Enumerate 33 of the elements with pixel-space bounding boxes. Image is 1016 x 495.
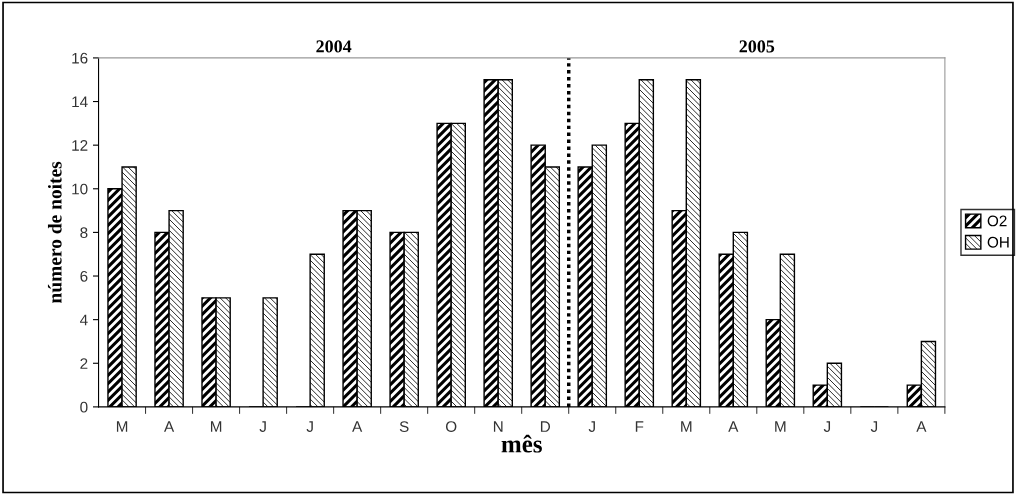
y-tick-label: 0 bbox=[80, 401, 88, 413]
x-tick-label: O bbox=[445, 421, 457, 432]
x-tick-label: J bbox=[588, 421, 595, 432]
x-tick-label: M bbox=[775, 421, 786, 432]
x-axis-title: mês bbox=[501, 434, 542, 453]
x-tick-label: M bbox=[681, 421, 692, 432]
x-tick-label: M bbox=[116, 421, 128, 432]
y-axis-title: número de noites bbox=[47, 161, 62, 303]
x-tick-label: J bbox=[259, 421, 266, 432]
legend-label: O2 bbox=[987, 215, 1007, 227]
y-tick-label: 8 bbox=[80, 227, 88, 239]
x-tick-label: A bbox=[352, 421, 363, 432]
x-tick-label: A bbox=[164, 421, 175, 432]
y-tick-label: 4 bbox=[79, 314, 88, 326]
x-tick-label: N bbox=[493, 421, 503, 432]
x-tick-label: S bbox=[399, 421, 409, 432]
x-tick-label: M bbox=[210, 421, 222, 432]
y-tick-label: 14 bbox=[72, 96, 88, 108]
y-tick-label: 6 bbox=[80, 270, 88, 282]
x-tick-label: A bbox=[916, 421, 927, 432]
x-tick-label: J bbox=[870, 421, 878, 432]
text: 2004 bbox=[316, 40, 352, 53]
legend-label: OH bbox=[987, 236, 1009, 248]
x-tick-label: J bbox=[306, 421, 313, 432]
y-tick-label: 10 bbox=[72, 183, 88, 195]
y-tick-label: 2 bbox=[80, 358, 88, 369]
y-tick-label: 12 bbox=[72, 140, 88, 151]
x-tick-label: F bbox=[635, 421, 644, 432]
text: 2005 bbox=[739, 40, 775, 53]
x-tick-label: A bbox=[728, 421, 739, 432]
x-tick-label: J bbox=[823, 421, 831, 432]
x-tick-label: D bbox=[540, 421, 551, 432]
y-tick-label: 16 bbox=[72, 52, 88, 64]
